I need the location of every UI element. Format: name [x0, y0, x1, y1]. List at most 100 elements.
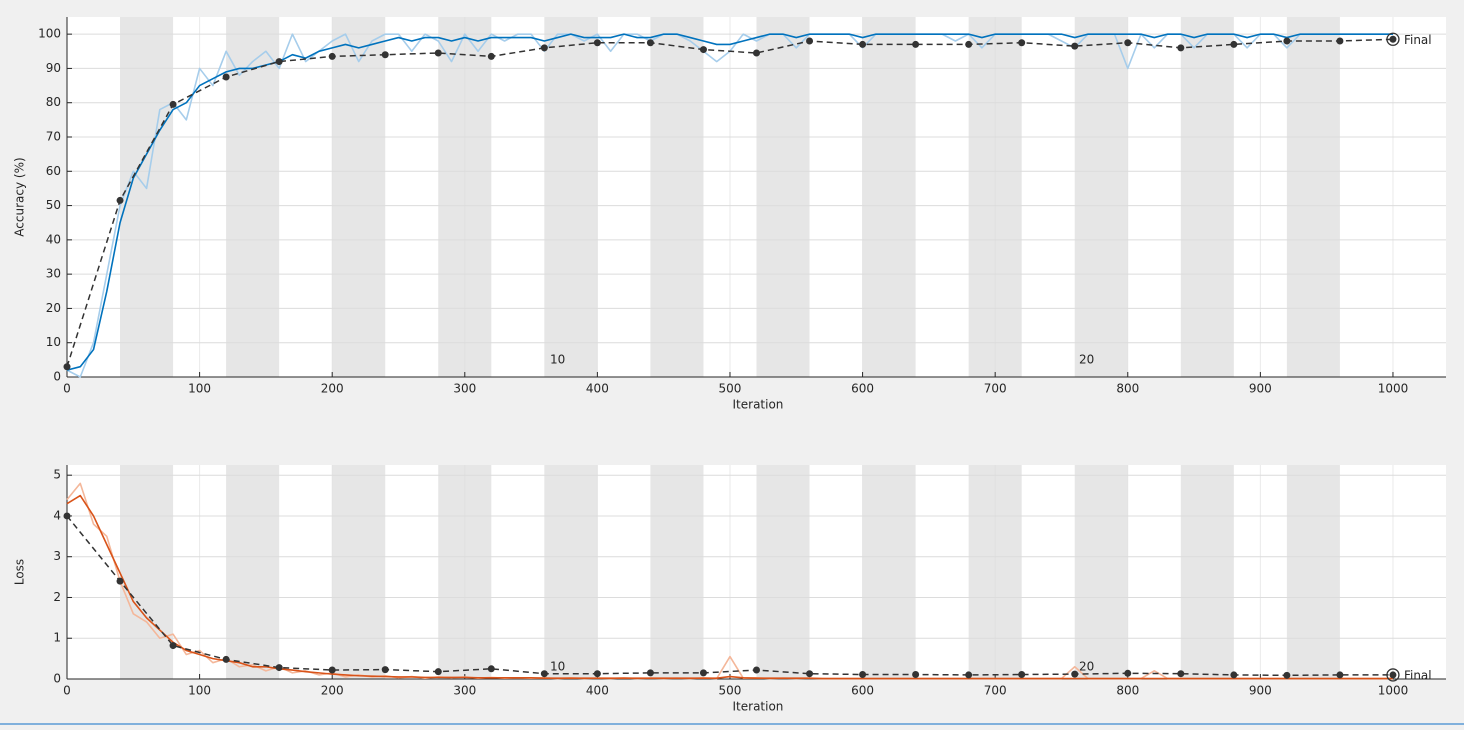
final-label: Final	[1404, 668, 1432, 682]
x-tick-label: 100	[188, 684, 211, 698]
validation-point	[275, 664, 283, 672]
validation-point	[222, 73, 230, 81]
epoch-band	[756, 465, 810, 679]
y-tick-label: 80	[46, 95, 61, 109]
validation-point	[1018, 671, 1026, 679]
validation-point	[434, 49, 442, 57]
x-tick-label: 800	[1116, 382, 1139, 396]
y-tick-label: 2	[53, 590, 61, 604]
epoch-band	[756, 17, 810, 377]
epoch-band	[1180, 17, 1234, 377]
validation-point	[1336, 37, 1344, 45]
y-tick-label: 0	[53, 370, 61, 384]
validation-point	[540, 670, 548, 678]
validation-point	[1389, 671, 1397, 679]
epoch-band	[544, 465, 598, 679]
y-tick-label: 30	[46, 267, 61, 281]
y-tick-label: 70	[46, 130, 61, 144]
series-line	[66, 33, 1393, 371]
epoch-band	[1286, 17, 1340, 377]
validation-point	[965, 671, 973, 679]
validation-point	[699, 46, 707, 54]
y-tick-label: 10	[46, 335, 61, 349]
validation-point	[912, 671, 920, 679]
y-tick-label: 40	[46, 232, 61, 246]
validation-point	[381, 51, 389, 59]
validation-point	[1230, 671, 1238, 679]
x-tick-label: 200	[321, 684, 344, 698]
epoch-band	[650, 465, 704, 679]
validation-point	[753, 666, 760, 674]
validation-point	[806, 670, 814, 678]
epoch-band	[226, 17, 280, 377]
validation-point	[593, 39, 601, 47]
validation-point	[753, 49, 760, 57]
x-tick-label: 0	[63, 684, 71, 698]
validation-point	[487, 52, 495, 60]
validation-point	[699, 669, 707, 677]
x-tick-label: 500	[719, 382, 742, 396]
epoch-band	[862, 465, 916, 679]
y-tick-label: 20	[46, 301, 61, 315]
x-axis-label: Iteration	[733, 398, 784, 412]
y-tick-label: 4	[53, 508, 61, 522]
x-tick-label: 0	[63, 382, 71, 396]
epoch-band	[332, 465, 386, 679]
epoch-label: 10	[550, 352, 565, 366]
validation-point	[1283, 671, 1291, 679]
validation-point	[1018, 39, 1026, 47]
validation-point	[965, 40, 973, 48]
y-tick-label: 90	[46, 61, 61, 75]
x-tick-label: 900	[1249, 684, 1272, 698]
validation-point	[806, 37, 814, 45]
validation-point	[275, 58, 283, 66]
y-axis-label: Accuracy (%)	[13, 157, 27, 236]
epoch-band	[1180, 465, 1234, 679]
y-tick-label: 50	[46, 198, 61, 212]
x-tick-label: 900	[1249, 382, 1272, 396]
x-tick-label: 100	[188, 382, 211, 396]
validation-point	[116, 196, 124, 204]
epoch-label: 10	[550, 659, 565, 673]
x-tick-label: 1000	[1378, 382, 1409, 396]
x-tick-label: 800	[1116, 684, 1139, 698]
axes: 0 1 2 3 4 5 0 100 200 300 400 500 600 700 800 900 1000 It…	[13, 465, 1446, 714]
validation-point	[1336, 671, 1344, 679]
validation-point	[222, 655, 230, 663]
validation-point	[1124, 39, 1132, 47]
y-tick-label: 3	[53, 549, 61, 563]
validation-point	[1283, 37, 1291, 45]
epoch-label: 20	[1079, 352, 1094, 366]
validation-point	[593, 670, 601, 678]
y-tick-label: 60	[46, 164, 61, 178]
validation-point	[646, 669, 654, 677]
epoch-band	[1074, 17, 1128, 377]
y-tick-label: 1	[53, 631, 61, 645]
validation-point	[859, 40, 867, 48]
epoch-label: 20	[1079, 659, 1094, 673]
x-tick-label: 1000	[1378, 684, 1409, 698]
validation-point	[859, 671, 867, 679]
epoch-band	[1286, 465, 1340, 679]
validation-point	[328, 666, 336, 674]
y-tick-label: 100	[38, 27, 61, 41]
x-tick-label: 700	[984, 382, 1007, 396]
validation-point	[169, 100, 177, 108]
validation-point	[1071, 670, 1079, 678]
epoch-band	[226, 465, 280, 679]
validation-point	[1177, 670, 1185, 678]
epoch-band	[650, 17, 704, 377]
epoch-band	[120, 17, 174, 377]
validation-point	[646, 39, 654, 47]
validation-point	[116, 577, 124, 585]
final-marker	[1386, 32, 1400, 46]
x-tick-label: 300	[453, 684, 476, 698]
x-tick-label: 700	[984, 684, 1007, 698]
x-tick-label: 200	[321, 382, 344, 396]
x-axis-label: Iteration	[733, 700, 784, 714]
validation-point	[1177, 44, 1185, 52]
validation-point	[63, 512, 71, 520]
